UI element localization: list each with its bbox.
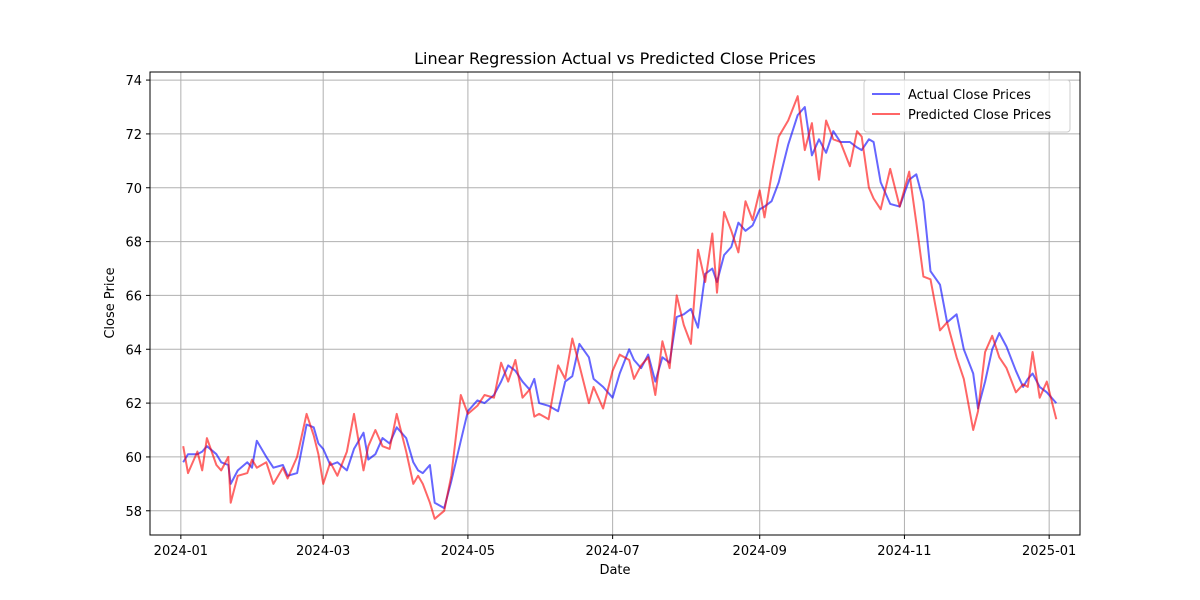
- x-tick-label: 2025-01: [1022, 544, 1076, 559]
- y-tick-label: 72: [125, 128, 142, 143]
- y-tick-label: 62: [125, 397, 142, 412]
- y-tick-label: 70: [125, 182, 142, 197]
- y-tick-label: 66: [125, 289, 142, 304]
- x-tick-label: 2024-07: [585, 544, 639, 559]
- x-tick-label: 2024-11: [877, 544, 931, 559]
- x-tick-label: 2024-09: [733, 544, 787, 559]
- x-tick-label: 2024-01: [154, 544, 208, 559]
- y-tick-label: 64: [125, 343, 142, 358]
- plot-area: 2024-01 2024-03 2024-05 2024-07 2024-09 2024-…: [125, 71, 1081, 559]
- x-axis-label: Date: [599, 563, 630, 578]
- y-axis-label: Close Price: [103, 267, 118, 338]
- legend-label-2: Predicted Close Prices: [908, 108, 1051, 123]
- series-line-2: [182, 95, 1058, 520]
- x-tick-label: 2024-05: [441, 544, 495, 559]
- x-tick-label: 2024-03: [296, 544, 350, 559]
- axes-frame: [149, 71, 1081, 536]
- y-tick-label: 74: [125, 74, 142, 89]
- y-tick-label: 68: [125, 236, 142, 251]
- legend-label-1: Actual Close Prices: [908, 88, 1031, 103]
- legend-box: [863, 79, 1071, 133]
- y-tick-label: 60: [125, 451, 142, 466]
- chart-title: Linear Regression Actual vs Predicted Cl…: [414, 49, 816, 68]
- y-tick-label: 58: [125, 505, 142, 520]
- series-line-1: [182, 106, 1058, 510]
